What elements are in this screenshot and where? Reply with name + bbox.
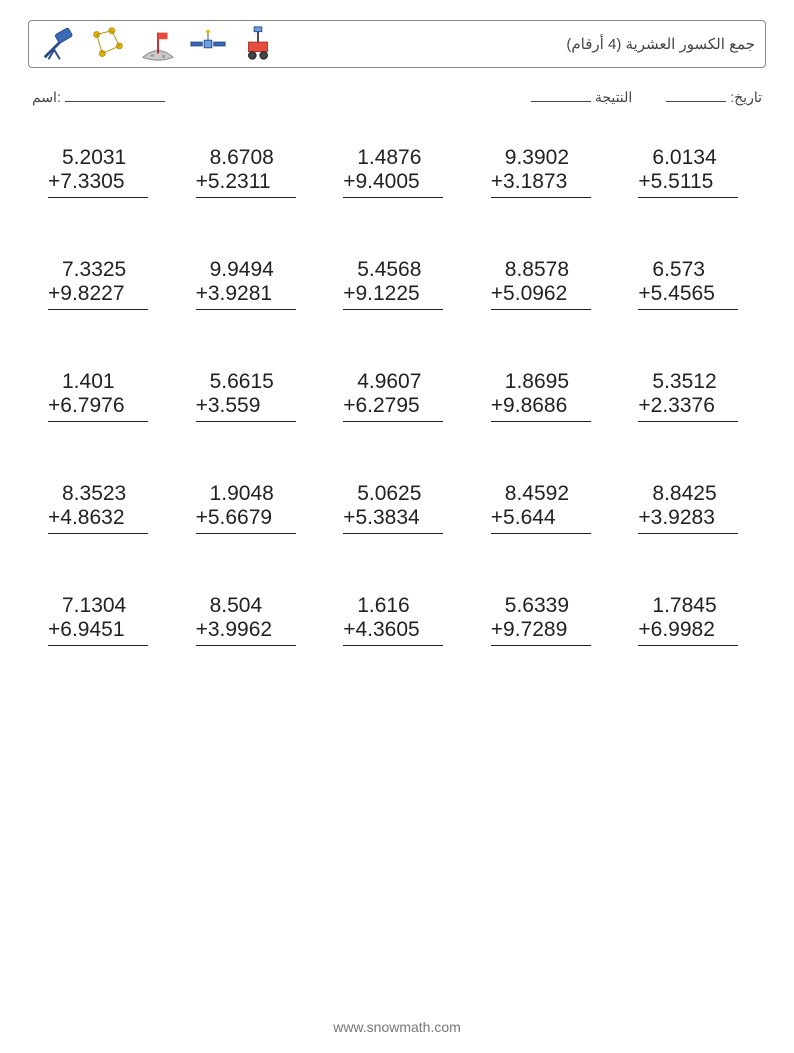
satellite-icon <box>189 25 227 63</box>
math-problem: 1.9048+5.6679 <box>196 482 304 534</box>
header-box: (جمع الكسور العشرية (4 أرقام <box>28 20 766 68</box>
math-problem: 9.3902+3.1873 <box>491 146 599 198</box>
rover-icon <box>239 25 277 63</box>
operand-bottom: +6.9451 <box>48 618 148 646</box>
operand-bottom: +6.2795 <box>343 394 443 422</box>
operand-bottom: +5.2311 <box>196 170 296 198</box>
date-blank[interactable] <box>666 88 726 102</box>
operand-bottom: +4.3605 <box>343 618 443 646</box>
math-problem: 8.6708+5.2311 <box>196 146 304 198</box>
operand-bottom: +2.3376 <box>638 394 738 422</box>
math-problem: 8.504+3.9962 <box>196 594 304 646</box>
operand-bottom: +6.9982 <box>638 618 738 646</box>
operand-top: 5.0625 <box>343 482 443 506</box>
operand-top: 1.616 <box>343 594 443 618</box>
math-problem: 7.3325+9.8227 <box>48 258 156 310</box>
problems-grid: 5.2031+7.3305 8.6708+5.2311 1.4876+9.4005 9… <box>28 136 766 656</box>
operand-top: 1.4876 <box>343 146 443 170</box>
score-label: النتيجة <box>595 89 632 106</box>
operand-top: 6.573 <box>638 258 738 282</box>
operand-top: 5.4568 <box>343 258 443 282</box>
operand-top: 9.3902 <box>491 146 591 170</box>
info-row: اسم: النتيجة :تاريخ <box>28 88 766 136</box>
telescope-icon <box>39 25 77 63</box>
operand-bottom: +9.1225 <box>343 282 443 310</box>
operand-top: 9.9494 <box>196 258 296 282</box>
operand-top: 7.1304 <box>48 594 148 618</box>
math-problem: 8.3523+4.8632 <box>48 482 156 534</box>
operand-bottom: +3.9283 <box>638 506 738 534</box>
operand-top: 7.3325 <box>48 258 148 282</box>
operand-top: 1.8695 <box>491 370 591 394</box>
operand-top: 5.3512 <box>638 370 738 394</box>
math-problem: 5.6339+9.7289 <box>491 594 599 646</box>
operand-top: 4.9607 <box>343 370 443 394</box>
operand-bottom: +3.559 <box>196 394 296 422</box>
operand-top: 1.401 <box>48 370 148 394</box>
operand-top: 8.3523 <box>48 482 148 506</box>
operand-top: 8.8578 <box>491 258 591 282</box>
date-field: :تاريخ <box>662 88 762 106</box>
operand-bottom: +4.8632 <box>48 506 148 534</box>
math-problem: 8.8425+3.9283 <box>638 482 746 534</box>
footer-url: www.snowmath.com <box>0 1019 794 1035</box>
score-blank[interactable] <box>531 88 591 102</box>
math-problem: 5.2031+7.3305 <box>48 146 156 198</box>
math-problem: 6.573+5.4565 <box>638 258 746 310</box>
operand-bottom: +6.7976 <box>48 394 148 422</box>
operand-bottom: +5.5115 <box>638 170 738 198</box>
math-problem: 5.6615+3.559 <box>196 370 304 422</box>
operand-bottom: +9.4005 <box>343 170 443 198</box>
operand-top: 8.6708 <box>196 146 296 170</box>
operand-bottom: +3.9962 <box>196 618 296 646</box>
operand-bottom: +5.0962 <box>491 282 591 310</box>
math-problem: 1.4876+9.4005 <box>343 146 451 198</box>
operand-top: 8.8425 <box>638 482 738 506</box>
operand-bottom: +9.7289 <box>491 618 591 646</box>
operand-top: 8.4592 <box>491 482 591 506</box>
math-problem: 6.0134+5.5115 <box>638 146 746 198</box>
operand-bottom: +9.8227 <box>48 282 148 310</box>
operand-top: 5.6339 <box>491 594 591 618</box>
date-label: :تاريخ <box>730 89 762 106</box>
operand-bottom: +5.3834 <box>343 506 443 534</box>
operand-bottom: +3.9281 <box>196 282 296 310</box>
operand-bottom: +7.3305 <box>48 170 148 198</box>
operand-bottom: +5.4565 <box>638 282 738 310</box>
math-problem: 5.4568+9.1225 <box>343 258 451 310</box>
operand-top: 1.7845 <box>638 594 738 618</box>
name-field: اسم: <box>32 88 169 106</box>
operand-top: 5.2031 <box>48 146 148 170</box>
math-problem: 1.8695+9.8686 <box>491 370 599 422</box>
math-problem: 7.1304+6.9451 <box>48 594 156 646</box>
name-blank[interactable] <box>65 88 165 102</box>
math-problem: 1.7845+6.9982 <box>638 594 746 646</box>
constellation-icon <box>89 25 127 63</box>
math-problem: 5.0625+5.3834 <box>343 482 451 534</box>
operand-bottom: +5.6679 <box>196 506 296 534</box>
math-problem: 1.616+4.3605 <box>343 594 451 646</box>
operand-bottom: +9.8686 <box>491 394 591 422</box>
operand-top: 1.9048 <box>196 482 296 506</box>
moon-flag-icon <box>139 25 177 63</box>
math-problem: 1.401+6.7976 <box>48 370 156 422</box>
score-field: النتيجة <box>527 88 632 106</box>
math-problem: 8.8578+5.0962 <box>491 258 599 310</box>
math-problem: 5.3512+2.3376 <box>638 370 746 422</box>
operand-bottom: +5.644 <box>491 506 591 534</box>
math-problem: 8.4592+5.644 <box>491 482 599 534</box>
name-label: اسم: <box>32 89 61 106</box>
operand-top: 8.504 <box>196 594 296 618</box>
operand-top: 5.6615 <box>196 370 296 394</box>
icons-row <box>39 25 277 63</box>
math-problem: 4.9607+6.2795 <box>343 370 451 422</box>
operand-top: 6.0134 <box>638 146 738 170</box>
math-problem: 9.9494+3.9281 <box>196 258 304 310</box>
worksheet-title: (جمع الكسور العشرية (4 أرقام <box>566 35 755 53</box>
operand-bottom: +3.1873 <box>491 170 591 198</box>
